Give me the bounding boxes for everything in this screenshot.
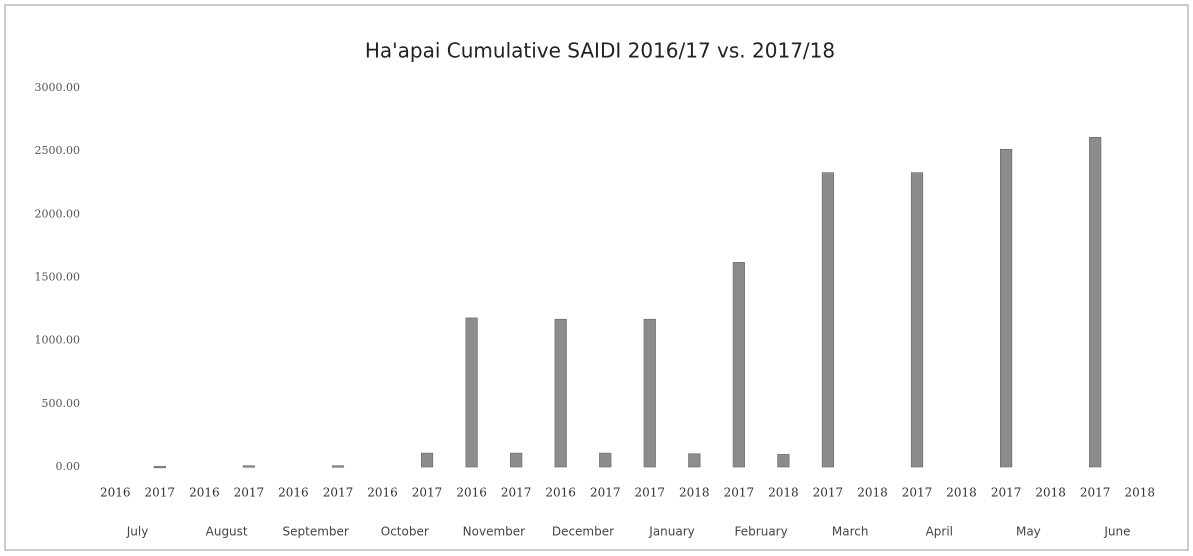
bar <box>821 172 835 468</box>
x-group-label: November <box>463 525 525 539</box>
x-tick-label: 2018 <box>768 486 799 500</box>
x-tick-label: 2016 <box>189 486 220 500</box>
x-tick-label: 2017 <box>412 486 443 500</box>
bar <box>1000 148 1013 468</box>
bar <box>643 318 656 468</box>
x-group-label: July <box>126 525 149 539</box>
x-tick-label: 2018 <box>1035 486 1066 500</box>
y-tick-label: 1500.00 <box>35 271 81 284</box>
x-tick-label: 2018 <box>1124 486 1155 500</box>
bar <box>599 452 612 468</box>
x-group-label: June <box>1103 525 1130 539</box>
bar <box>732 262 745 468</box>
bar <box>465 317 478 468</box>
x-tick-label: 2016 <box>545 486 576 500</box>
y-tick-label: 2000.00 <box>35 207 81 220</box>
y-tick-label: 500.00 <box>42 397 81 410</box>
x-group-label: December <box>552 525 614 539</box>
chart-frame <box>4 4 1189 551</box>
y-tick-label: 3000.00 <box>35 81 81 94</box>
x-tick-label: 2017 <box>991 486 1022 500</box>
chart-title: Ha'apai Cumulative SAIDI 2016/17 vs. 201… <box>365 39 835 63</box>
x-group-label: February <box>735 525 788 539</box>
x-tick-label: 2017 <box>145 486 176 500</box>
y-tick-label: 2500.00 <box>35 144 81 157</box>
bar <box>910 172 924 468</box>
x-tick-label: 2018 <box>946 486 977 500</box>
x-tick-label: 2017 <box>501 486 532 500</box>
bar <box>510 452 523 468</box>
x-tick-label: 2017 <box>1080 486 1111 500</box>
x-tick-label: 2017 <box>234 486 265 500</box>
x-group-label: January <box>648 525 695 539</box>
x-group-label: August <box>206 525 248 539</box>
x-group-label: May <box>1016 525 1041 539</box>
x-tick-label: 2017 <box>634 486 665 500</box>
bar <box>153 466 166 469</box>
bar <box>242 465 255 468</box>
x-group-label: March <box>832 525 869 539</box>
bar <box>688 453 701 468</box>
x-tick-label: 2017 <box>724 486 755 500</box>
x-tick-label: 2017 <box>813 486 844 500</box>
y-tick-label: 1000.00 <box>35 334 81 347</box>
x-tick-label: 2017 <box>590 486 621 500</box>
x-tick-label: 2016 <box>100 486 131 500</box>
bar <box>777 454 790 468</box>
x-group-label: September <box>283 525 349 539</box>
x-tick-label: 2016 <box>456 486 487 500</box>
x-tick-label: 2018 <box>679 486 710 500</box>
y-tick-label: 0.00 <box>56 460 81 473</box>
x-group-label: October <box>381 525 429 539</box>
bar <box>554 318 567 468</box>
bar <box>420 452 434 468</box>
x-tick-label: 2016 <box>367 486 398 500</box>
bar <box>1089 136 1102 468</box>
bar <box>331 465 345 468</box>
x-tick-label: 2017 <box>323 486 354 500</box>
x-tick-label: 2016 <box>278 486 309 500</box>
x-tick-label: 2017 <box>902 486 933 500</box>
x-group-label: April <box>926 525 953 539</box>
x-tick-label: 2018 <box>857 486 888 500</box>
